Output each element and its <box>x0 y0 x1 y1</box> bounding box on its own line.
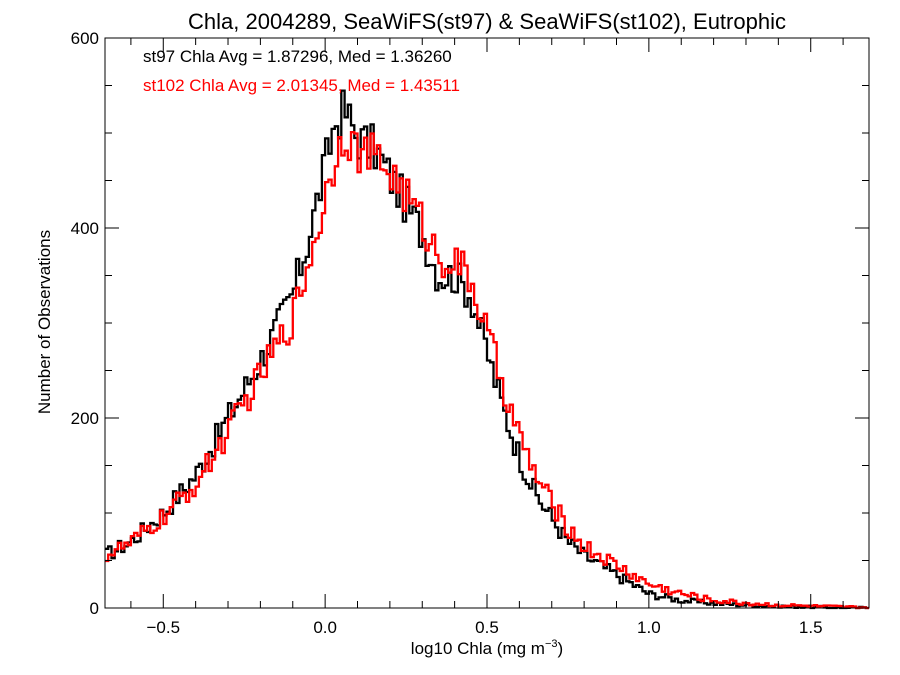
y-tick-label: 600 <box>71 29 99 48</box>
series-lines <box>105 89 869 610</box>
x-tick-label: 0.5 <box>475 618 499 637</box>
x-tick-label: 0.0 <box>313 618 337 637</box>
legend-entry-st97: st97 Chla Avg = 1.87296, Med = 1.36260 <box>143 47 452 66</box>
y-axis-label: Number of Observations <box>35 230 54 414</box>
x-tick-label: 1.5 <box>799 618 823 637</box>
y-tick-label: 200 <box>71 409 99 428</box>
x-tick-label: −0.5 <box>146 618 180 637</box>
x-axis-label-superscript: −3 <box>545 638 558 650</box>
series-st102-line <box>105 130 869 610</box>
legend-entry-st102: st102 Chla Avg = 2.01345, Med = 1.43511 <box>143 76 460 95</box>
y-tick-label: 400 <box>71 219 99 238</box>
x-tick-label: 1.0 <box>637 618 661 637</box>
x-axis-label-tail: ) <box>558 639 564 658</box>
y-tick-label: 0 <box>90 599 99 618</box>
chart-title: Chla, 2004289, SeaWiFS(st97) & SeaWiFS(s… <box>188 9 786 34</box>
x-axis-label-main: log10 Chla (mg m <box>411 639 545 658</box>
x-axis-label: log10 Chla (mg m−3) <box>411 638 563 658</box>
axis-ticks: −0.5 0.0 0.5 1.0 1.5 0 200 400 600 <box>71 29 869 637</box>
